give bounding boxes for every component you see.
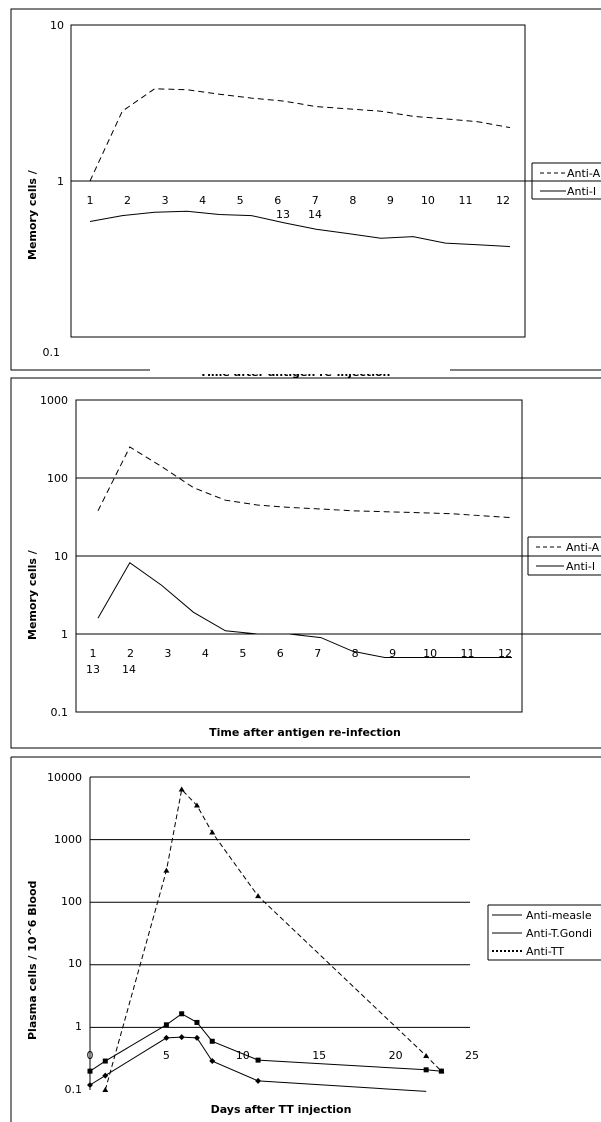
series-line-anti-tt	[104, 788, 442, 1091]
x-tick-label: 8	[349, 194, 356, 207]
x-tick-label: 25	[465, 1049, 479, 1062]
data-point-anti-measle	[179, 1011, 185, 1017]
x-tick-label: 6	[277, 647, 284, 660]
data-point-anti-measle	[102, 1058, 108, 1064]
x-tick-label: 1	[87, 194, 94, 207]
panel-2-legend: Anti-A Anti-I	[527, 536, 601, 576]
x-tick-label: 10	[421, 194, 435, 207]
data-point-anti-tt	[209, 829, 216, 835]
panel-3-legend-label: Anti-TT	[526, 945, 564, 958]
data-point-anti-tt	[178, 786, 185, 792]
panel-1-y-tick: 0.1	[43, 346, 61, 359]
data-point-anti-t-gondi	[178, 1034, 185, 1041]
x-tick-label: 0	[87, 1049, 94, 1062]
chart-panel-2: 1000 100 10 1 0.1 Memory cells / Time af…	[10, 377, 601, 749]
panel-2-y-tick: 10	[54, 550, 68, 563]
data-point-anti-tt	[438, 1068, 445, 1074]
panel-3-y-tick: 1	[75, 1020, 82, 1033]
data-point-anti-tt	[102, 1087, 109, 1092]
x-tick-label: 12	[498, 647, 512, 660]
x-tick-label: 7	[314, 647, 321, 660]
chart-panel-1: 10 1 0.1 Memory cells / Time after antig…	[10, 8, 601, 379]
panel-1-legend-label: Anti-A	[567, 167, 601, 180]
x-tick-label: 9	[389, 647, 396, 660]
x-tick-label: 7	[312, 194, 319, 207]
data-point-anti-tt	[255, 893, 262, 899]
x-tick-label: 14	[122, 663, 136, 676]
panel-2-y-tick: 1000	[40, 394, 68, 407]
panel-2-x-axis-label: Time after antigen re-infection	[209, 726, 401, 739]
panel-3-legend-label: Anti-measle	[526, 909, 592, 922]
x-tick-label: 5	[239, 647, 246, 660]
x-tick-label: 6	[274, 194, 281, 207]
x-tick-label: 5	[163, 1049, 170, 1062]
x-tick-label: 13	[86, 663, 100, 676]
panel-2-y-axis-label: Memory cells /	[26, 549, 39, 640]
panel-2-frame	[10, 377, 601, 749]
x-tick-label: 15	[312, 1049, 326, 1062]
panel-3-x-axis-label: Days after TT injection	[211, 1103, 352, 1116]
x-tick-label: 10	[423, 647, 437, 660]
data-point-anti-t-gondi	[209, 1058, 216, 1065]
series-line-anti-a	[97, 446, 513, 519]
x-tick-label: 2	[124, 194, 131, 207]
data-point-anti-measle	[163, 1022, 169, 1028]
panel-3-y-axis-label: Plasma cells / 10^6 Blood	[26, 881, 39, 1040]
panel-3-y-tick: 100	[61, 895, 82, 908]
data-point-anti-tt	[193, 802, 200, 808]
panel-1-legend: Anti-A Anti-I	[531, 162, 601, 200]
panel-2-y-tick: 1	[61, 628, 68, 641]
data-point-anti-t-gondi	[87, 1082, 93, 1089]
data-point-anti-measle	[209, 1038, 215, 1044]
x-tick-label: 8	[352, 647, 359, 660]
panel-3-legend: Anti-measle Anti-T.Gondi Anti-TT	[487, 904, 601, 961]
panel-2-legend-label: Anti-I	[566, 560, 595, 573]
x-tick-label: 14	[308, 208, 322, 221]
data-point-anti-t-gondi	[255, 1077, 262, 1084]
panel-1-y-tick: 1	[57, 175, 64, 188]
x-tick-label: 11	[461, 647, 475, 660]
series-line-anti-a	[89, 88, 511, 182]
data-point-anti-t-gondi	[193, 1034, 200, 1041]
panel-2-legend-label: Anti-A	[566, 541, 600, 554]
data-point-anti-measle	[194, 1019, 200, 1025]
series-line-anti-i	[97, 561, 512, 658]
x-tick-label: 4	[199, 194, 206, 207]
panel-1-y-tick: 10	[50, 19, 64, 32]
series-line-anti-i	[89, 210, 511, 248]
x-tick-label: 1	[90, 647, 97, 660]
panel-3-y-tick: 10	[68, 957, 82, 970]
panel-1-y-axis-label: Memory cells /	[26, 169, 39, 260]
x-tick-label: 9	[387, 194, 394, 207]
panel-1-bottom-mask	[150, 368, 450, 374]
panel-3-legend-label: Anti-T.Gondi	[526, 927, 592, 940]
data-point-anti-tt	[423, 1052, 430, 1058]
series-line-anti-measle	[89, 1013, 442, 1072]
panel-3-y-tick: 0.1	[65, 1083, 83, 1096]
data-point-anti-t-gondi	[163, 1034, 170, 1041]
x-tick-label: 5	[237, 194, 244, 207]
x-tick-label: 13	[276, 208, 290, 221]
panel-3-y-tick: 1000	[54, 833, 82, 846]
x-tick-label: 20	[389, 1049, 403, 1062]
x-tick-label: 2	[127, 647, 134, 660]
x-tick-label: 3	[164, 647, 171, 660]
x-tick-label: 11	[458, 194, 472, 207]
x-tick-label: 12	[496, 194, 510, 207]
chart-panel-3: 10000 1000 100 10 1 0.1 0 5 10 15 20 25 Plasm…	[10, 756, 601, 1122]
data-point-anti-t-gondi	[102, 1072, 109, 1079]
data-point-anti-tt	[163, 867, 170, 873]
data-point-anti-measle	[87, 1068, 93, 1074]
panel-3-y-tick: 10000	[47, 771, 82, 784]
panel-2-y-tick: 100	[47, 472, 68, 485]
series-line-anti-t-gondi	[89, 1036, 427, 1092]
data-point-anti-measle	[255, 1057, 261, 1063]
panel-2-y-tick: 0.1	[51, 706, 69, 719]
data-point-anti-measle	[423, 1067, 429, 1073]
panel-1-legend-label: Anti-I	[567, 185, 596, 198]
x-tick-label: 3	[162, 194, 169, 207]
x-tick-label: 4	[202, 647, 209, 660]
